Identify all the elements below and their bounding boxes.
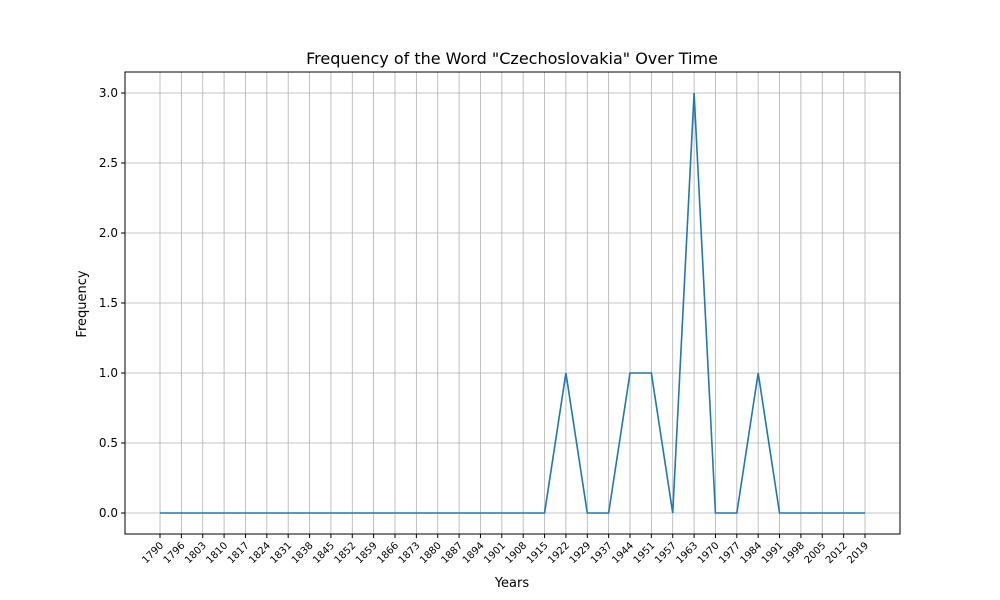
series-line-layer xyxy=(160,92,865,514)
x-tick-label: 2012 xyxy=(824,540,850,566)
y-tick-label: 0.5 xyxy=(99,436,118,450)
x-tick-label: 1852 xyxy=(333,540,359,566)
x-tick-label: 1963 xyxy=(674,540,700,566)
x-tick-label: 1984 xyxy=(739,540,765,566)
y-tick-label: 1.0 xyxy=(99,366,118,380)
x-tick-label: 1838 xyxy=(290,540,316,566)
y-tick-label: 3.0 xyxy=(99,86,118,100)
x-tick-label: 1887 xyxy=(439,540,465,566)
x-tick-label: 2019 xyxy=(845,540,871,566)
x-tick-label: 1937 xyxy=(589,540,615,566)
x-tick-label: 1915 xyxy=(525,540,551,566)
x-tick-label: 1901 xyxy=(482,540,508,566)
x-tick-label: 1831 xyxy=(269,540,295,566)
x-tick-label: 1908 xyxy=(504,540,530,566)
y-tick-label: 2.5 xyxy=(99,156,118,170)
x-tick-label: 1790 xyxy=(140,540,166,566)
y-tick-label: 0.0 xyxy=(99,506,118,520)
x-tick-label: 1873 xyxy=(397,540,423,566)
x-tick-label: 1977 xyxy=(717,540,743,566)
x-tick-label: 1803 xyxy=(183,540,209,566)
x-tick-label: 1970 xyxy=(696,540,722,566)
x-tick-label: 1866 xyxy=(375,540,401,566)
x-tick-label: 1929 xyxy=(568,540,594,566)
x-tick-label: 1845 xyxy=(311,540,337,566)
x-tick-label: 1810 xyxy=(204,540,230,566)
x-tick-label: 1991 xyxy=(760,540,786,566)
x-tick-label: 1951 xyxy=(632,540,658,566)
x-tick-label: 1944 xyxy=(610,540,636,566)
x-tick-label: 1922 xyxy=(546,540,572,566)
x-tick-label: 1796 xyxy=(162,540,188,566)
x-tick-label: 1957 xyxy=(653,540,679,566)
series-line xyxy=(160,92,865,514)
x-tick-label: 1824 xyxy=(247,540,273,566)
grid xyxy=(125,72,900,534)
x-tick-label: 1880 xyxy=(418,540,444,566)
x-tick-label: 1859 xyxy=(354,540,380,566)
x-tick-label: 1894 xyxy=(461,540,487,566)
y-axis: 0.0 0.5 1.0 1.5 2.0 2.5 3.0 xyxy=(99,86,125,520)
x-tick-label: 1998 xyxy=(781,540,807,566)
y-axis-label: Frequency xyxy=(75,270,90,337)
chart-title: Frequency of the Word "Czechoslovakia" O… xyxy=(306,49,718,68)
x-tick-label: 2005 xyxy=(803,540,829,566)
y-tick-label: 2.0 xyxy=(99,226,118,240)
x-axis-label: Years xyxy=(494,576,530,591)
x-axis: 1790179618031810181718241831183818451852… xyxy=(140,534,871,566)
y-tick-label: 1.5 xyxy=(99,296,118,310)
x-tick-label: 1817 xyxy=(226,540,252,566)
